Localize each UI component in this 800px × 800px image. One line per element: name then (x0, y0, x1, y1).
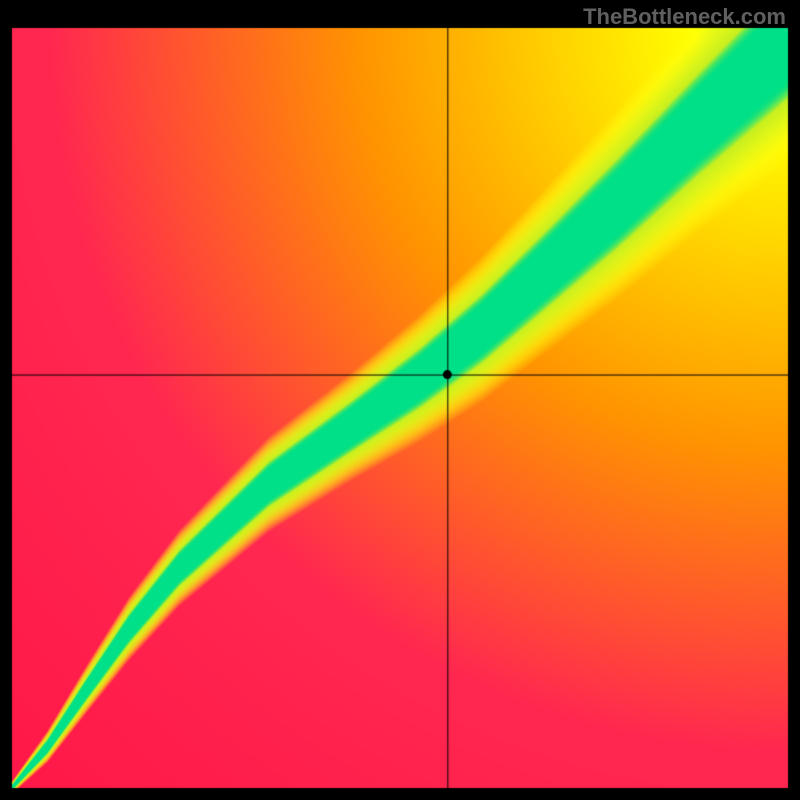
watermark-text: TheBottleneck.com (583, 4, 786, 30)
chart-container: TheBottleneck.com (0, 0, 800, 800)
bottleneck-heatmap (0, 0, 800, 800)
